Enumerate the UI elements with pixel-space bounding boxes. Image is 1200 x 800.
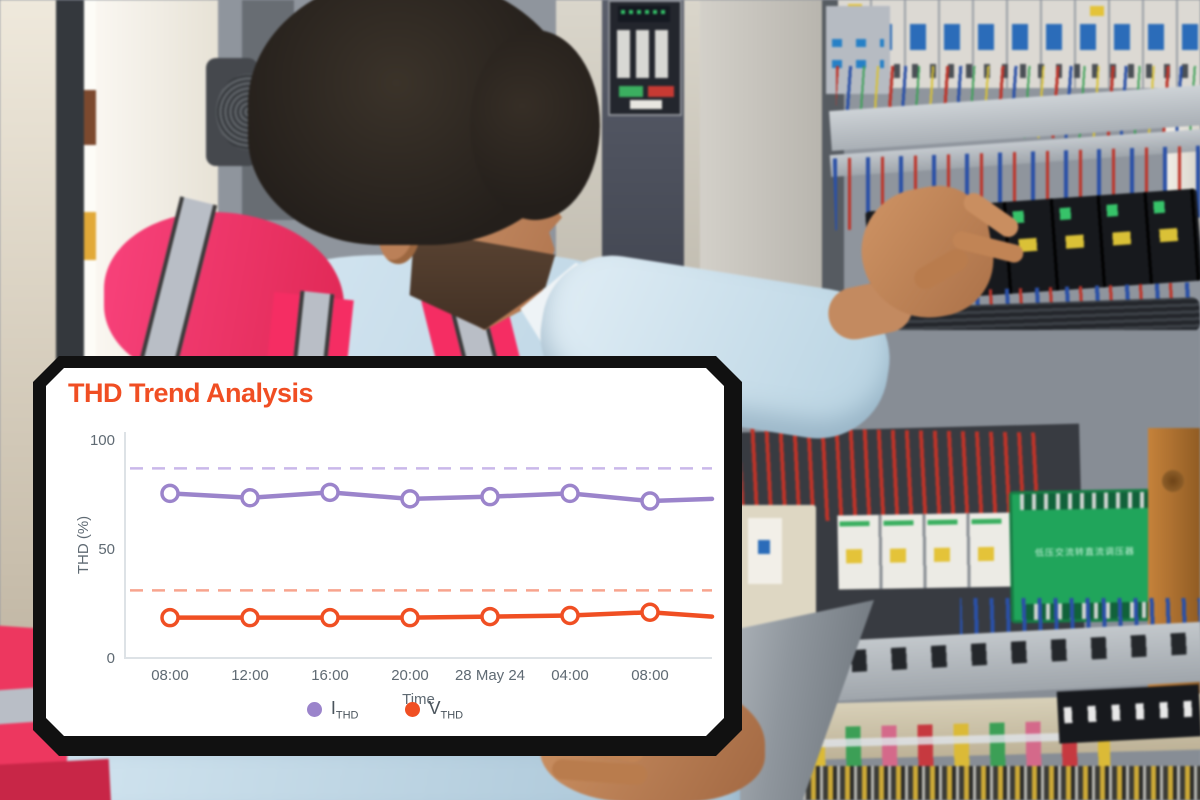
svg-text:THD (%): THD (%) — [75, 516, 92, 574]
black-duct-corner — [1056, 684, 1200, 744]
svg-text:50: 50 — [98, 541, 115, 558]
technician-hair — [470, 30, 600, 220]
doorway-light-yellow — [84, 212, 98, 260]
green-module-label: 低压交流转直流调压器 — [1034, 546, 1136, 558]
vest-bottom-corner — [0, 758, 112, 800]
vfd-number-keys — [617, 30, 671, 78]
terminal-strip — [1019, 491, 1149, 511]
legend-item[interactable]: VTHD — [405, 698, 464, 722]
vfd-display — [618, 6, 670, 22]
svg-text:04:00: 04:00 — [551, 667, 589, 684]
relay-block-buttons — [832, 26, 884, 68]
svg-text:20:00: 20:00 — [391, 667, 429, 684]
chart-legend: ITHD VTHD — [46, 698, 724, 722]
vfd-run-button — [619, 86, 643, 97]
svg-text:12:00: 12:00 — [231, 667, 269, 684]
svg-text:28 May 24: 28 May 24 — [455, 667, 525, 684]
thd-line-chart: 0 50 100 08:00 12:00 16:00 20:00 28 May 24 04:00… — [46, 368, 724, 736]
svg-text:0: 0 — [107, 650, 115, 667]
legend-dot-icon — [405, 702, 420, 717]
svg-text:16:00: 16:00 — [311, 667, 349, 684]
legend-dot-icon — [307, 702, 322, 717]
vfd-label — [630, 100, 662, 109]
breaker-tag — [1090, 6, 1104, 16]
legend-label: VTHD — [428, 698, 464, 722]
svg-text:08:00: 08:00 — [631, 667, 669, 684]
breaker-toggles — [842, 24, 1198, 50]
svg-text:100: 100 — [90, 432, 115, 449]
door-hinge — [84, 90, 96, 145]
duct-slots — [1063, 700, 1195, 724]
busbar-screw — [1162, 470, 1184, 492]
thd-chart-card: THD Trend Analysis 0 50 100 08:00 12:00 16:00… — [46, 368, 724, 736]
contactor-row — [837, 512, 1017, 590]
svg-text:08:00: 08:00 — [151, 667, 189, 684]
legend-item[interactable]: ITHD — [307, 698, 359, 722]
contactor-yellow-labels — [845, 546, 1015, 564]
vfd-stop-button — [648, 86, 674, 97]
mini-breaker-toggle — [758, 540, 770, 554]
vfd-display-chars — [621, 10, 667, 14]
legend-label: ITHD — [330, 698, 359, 722]
chart-title: THD Trend Analysis — [68, 378, 314, 408]
